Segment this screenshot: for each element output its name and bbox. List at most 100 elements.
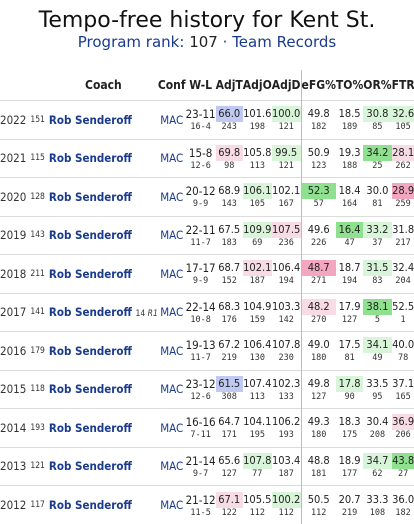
- ftr-value: 36.9: [392, 414, 414, 430]
- coach-cell[interactable]: Rob Senderoff: [49, 255, 158, 294]
- year-cell[interactable]: 2018: [0, 255, 30, 294]
- adjo-value: 106.1: [243, 183, 272, 199]
- or-header[interactable]: OR%: [363, 70, 391, 101]
- coach-cell[interactable]: Rob Senderoff: [49, 216, 158, 255]
- rank-cell: 128: [30, 178, 49, 217]
- year-cell[interactable]: 2014: [0, 409, 30, 448]
- ftr-header[interactable]: FTR: [392, 70, 414, 101]
- rank-cell: 121: [30, 447, 49, 486]
- year-header: [0, 70, 30, 101]
- conf-cell[interactable]: MAC: [158, 178, 186, 217]
- to-header[interactable]: TO%: [336, 70, 363, 101]
- or-value: 33.2: [363, 222, 391, 238]
- year-cell[interactable]: 2019: [0, 216, 30, 255]
- adjd-rank: 112: [272, 508, 301, 519]
- or-value: 34.1: [363, 337, 391, 353]
- coach-name[interactable]: Rob Senderoff: [49, 151, 132, 165]
- to-rank: 90: [336, 392, 363, 403]
- coach-name[interactable]: Rob Senderoff: [49, 344, 132, 358]
- adjt-rank: 308: [216, 392, 243, 403]
- coach-cell[interactable]: Rob Senderoff: [49, 486, 158, 524]
- coach-cell[interactable]: Rob Senderoff 14 R1: [49, 293, 158, 332]
- coach-cell[interactable]: Rob Senderoff: [49, 447, 158, 486]
- conf-cell[interactable]: MAC: [158, 447, 186, 486]
- efg-rank: 180: [302, 353, 336, 364]
- coach-cell[interactable]: Rob Senderoff: [49, 409, 158, 448]
- conf-header[interactable]: Conf: [158, 70, 186, 101]
- adjt-value: 68.3: [216, 299, 243, 315]
- adjo-rank: 187: [243, 276, 272, 287]
- year-cell[interactable]: 2016: [0, 332, 30, 371]
- year-cell[interactable]: 2021: [0, 139, 30, 178]
- year-cell[interactable]: 2017: [0, 293, 30, 332]
- adjt-value: 69.8: [216, 145, 243, 161]
- adjo-value: 106.4: [243, 337, 272, 353]
- year-cell[interactable]: 2020: [0, 178, 30, 217]
- coach-cell[interactable]: Rob Senderoff: [49, 139, 158, 178]
- efg-rank: 181: [302, 469, 336, 480]
- coach-name[interactable]: Rob Senderoff: [49, 382, 132, 396]
- adjd-header[interactable]: AdjD: [272, 70, 301, 101]
- conf-cell[interactable]: MAC: [158, 255, 186, 294]
- wl-value: 23-11: [186, 106, 216, 122]
- to-value: 18.9: [336, 453, 363, 469]
- adjo-rank: 130: [243, 353, 272, 364]
- ftr-rank: 1: [392, 315, 414, 326]
- conf-cell[interactable]: MAC: [158, 409, 186, 448]
- adjt-rank: 98: [216, 161, 243, 172]
- coach-header[interactable]: Coach: [49, 70, 158, 101]
- conf-cell[interactable]: MAC: [158, 370, 186, 409]
- conf-cell[interactable]: MAC: [158, 332, 186, 371]
- ftr-value: 31.8: [392, 222, 414, 238]
- adjt-value: 64.7: [216, 414, 243, 430]
- year-cell[interactable]: 2015: [0, 370, 30, 409]
- coach-name[interactable]: Rob Senderoff: [49, 228, 132, 242]
- coach-name[interactable]: Rob Senderoff: [49, 113, 132, 127]
- coach-cell[interactable]: Rob Senderoff: [49, 370, 158, 409]
- conf-cell[interactable]: MAC: [158, 216, 186, 255]
- team-records-link[interactable]: Team Records: [232, 33, 336, 51]
- conf-cell[interactable]: MAC: [158, 101, 186, 140]
- wl-header[interactable]: W-L: [186, 70, 216, 101]
- conf-wl-value: 11-7: [186, 238, 216, 249]
- or-rank: 81: [363, 199, 391, 210]
- coach-name[interactable]: Rob Senderoff: [49, 498, 132, 512]
- to-rank: 177: [336, 469, 363, 480]
- year-cell[interactable]: 2022: [0, 101, 30, 140]
- adjt-header[interactable]: AdjT: [216, 70, 243, 101]
- coach-name[interactable]: Rob Senderoff: [49, 459, 132, 473]
- coach-name[interactable]: Rob Senderoff: [49, 267, 132, 281]
- coach-name[interactable]: Rob Senderoff: [49, 190, 132, 204]
- coach-cell[interactable]: Rob Senderoff: [49, 332, 158, 371]
- adjo-rank: 69: [243, 238, 272, 249]
- coach-name[interactable]: Rob Senderoff: [49, 305, 132, 319]
- efg-header[interactable]: eFG%: [302, 70, 336, 101]
- coach-cell[interactable]: Rob Senderoff: [49, 101, 158, 140]
- conf-cell[interactable]: MAC: [158, 486, 186, 524]
- coach-name[interactable]: Rob Senderoff: [49, 421, 132, 435]
- wl-value: 19-13: [186, 337, 216, 353]
- rank-header: [30, 70, 49, 101]
- adjo-header[interactable]: AdjO: [243, 70, 272, 101]
- year-cell[interactable]: 2013: [0, 447, 30, 486]
- adjt-rank: 219: [216, 353, 243, 364]
- year-cell[interactable]: 2012: [0, 486, 30, 524]
- conf-cell[interactable]: MAC: [158, 139, 186, 178]
- conf-cell[interactable]: MAC: [158, 293, 186, 332]
- coach-cell[interactable]: Rob Senderoff: [49, 178, 158, 217]
